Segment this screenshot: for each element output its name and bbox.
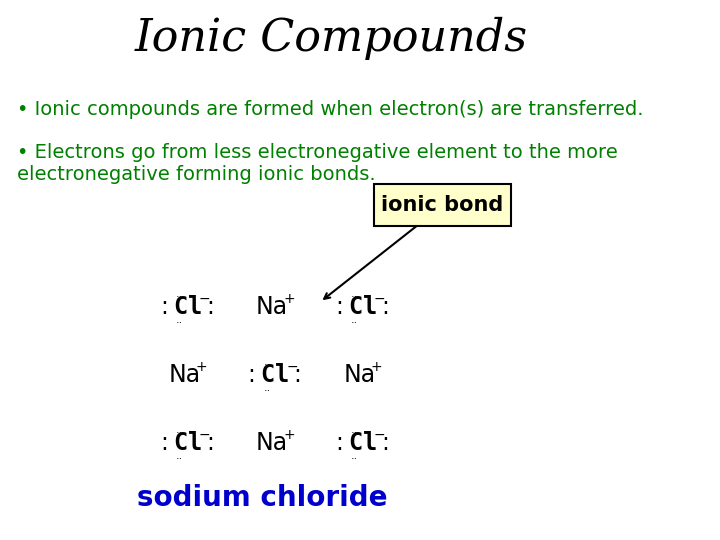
Text: −: − xyxy=(374,428,385,442)
Text: Na: Na xyxy=(343,363,375,387)
Text: Na: Na xyxy=(256,431,288,455)
Text: • Electrons go from less electronegative element to the more electronegative for: • Electrons go from less electronegative… xyxy=(17,143,617,184)
Text: Ionic Compounds: Ionic Compounds xyxy=(135,16,528,59)
Text: Na: Na xyxy=(256,295,288,319)
Text: ionic bond: ionic bond xyxy=(381,195,503,215)
Text: −: − xyxy=(199,428,210,442)
Text: ..: .. xyxy=(351,289,359,299)
Text: +: + xyxy=(196,360,207,374)
Text: ..: .. xyxy=(176,315,184,325)
Text: ..: .. xyxy=(351,315,359,325)
Text: • Ionic compounds are formed when electron(s) are transferred.: • Ionic compounds are formed when electr… xyxy=(17,100,643,119)
Text: ..: .. xyxy=(176,425,184,435)
Text: Na: Na xyxy=(168,363,200,387)
Text: $:\mathregular{Cl}:$: $:\mathregular{Cl}:$ xyxy=(330,295,388,319)
Text: ..: .. xyxy=(176,451,184,461)
Text: +: + xyxy=(284,428,295,442)
Text: ..: .. xyxy=(264,357,271,367)
Text: sodium chloride: sodium chloride xyxy=(138,484,388,512)
Text: ..: .. xyxy=(351,451,359,461)
Text: $:\mathregular{Cl}:$: $:\mathregular{Cl}:$ xyxy=(243,363,300,387)
FancyBboxPatch shape xyxy=(374,184,510,226)
Text: ..: .. xyxy=(176,289,184,299)
Text: ..: .. xyxy=(264,383,271,393)
Text: +: + xyxy=(284,292,295,306)
Text: ..: .. xyxy=(351,425,359,435)
Text: +: + xyxy=(371,360,382,374)
Text: $:\mathregular{Cl}:$: $:\mathregular{Cl}:$ xyxy=(330,431,388,455)
Text: −: − xyxy=(287,360,298,374)
Text: −: − xyxy=(374,292,385,306)
Text: $:\mathregular{Cl}:$: $:\mathregular{Cl}:$ xyxy=(156,295,213,319)
Text: −: − xyxy=(199,292,210,306)
Text: $:\mathregular{Cl}:$: $:\mathregular{Cl}:$ xyxy=(156,431,213,455)
